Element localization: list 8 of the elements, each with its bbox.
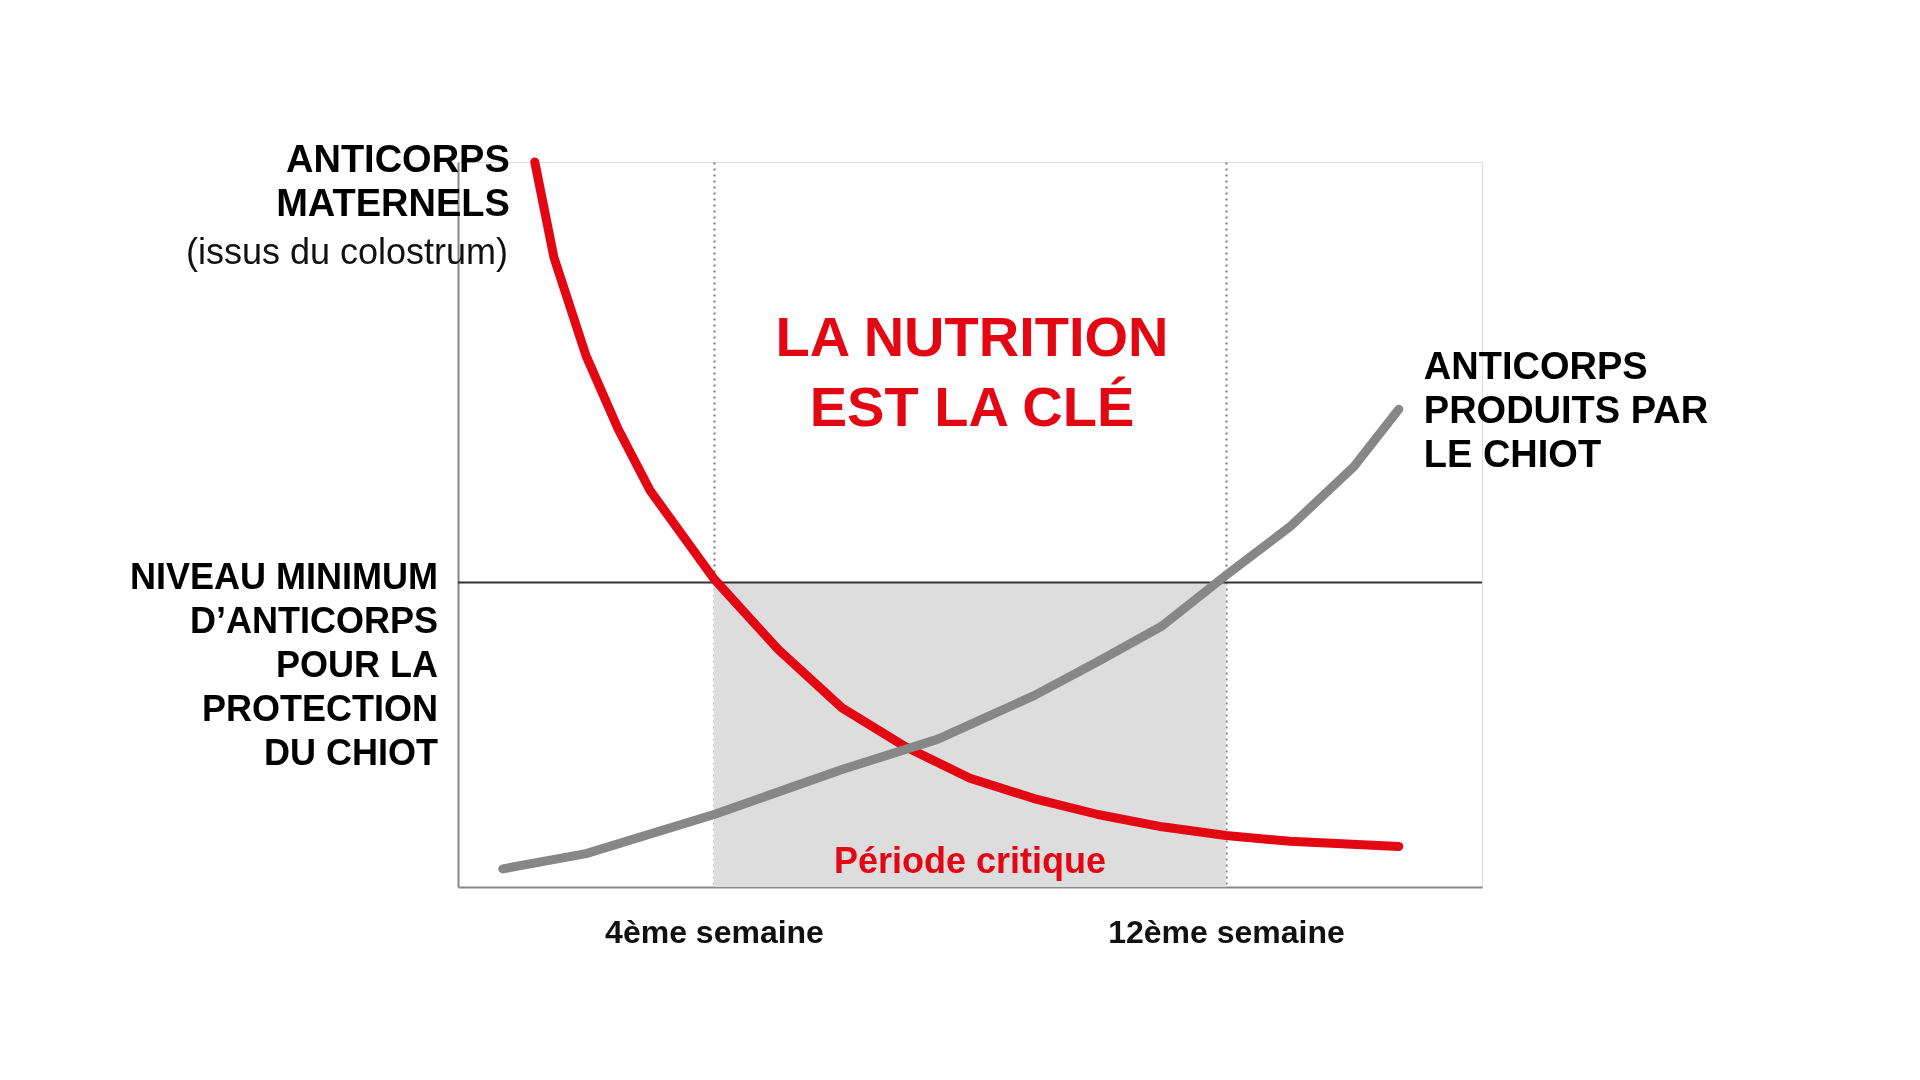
x-tick-label: 4ème semaine	[605, 913, 824, 950]
annotation: (issus du colostrum)	[185, 231, 508, 272]
annotation: LA NUTRITION EST LA CLÉ	[775, 305, 1169, 438]
band-label: Période critique	[833, 840, 1107, 881]
x-tick-label: 12ème semaine	[1108, 913, 1345, 950]
series-label: ANTICORPS MATERNELS	[276, 138, 510, 224]
series-label: ANTICORPS PRODUITS PAR LE CHIOT	[1423, 345, 1709, 476]
ref-line-label: NIVEAU MINIMUM D’ANTICORPS POUR LA PROTECTION DU CHIOT	[130, 555, 438, 773]
